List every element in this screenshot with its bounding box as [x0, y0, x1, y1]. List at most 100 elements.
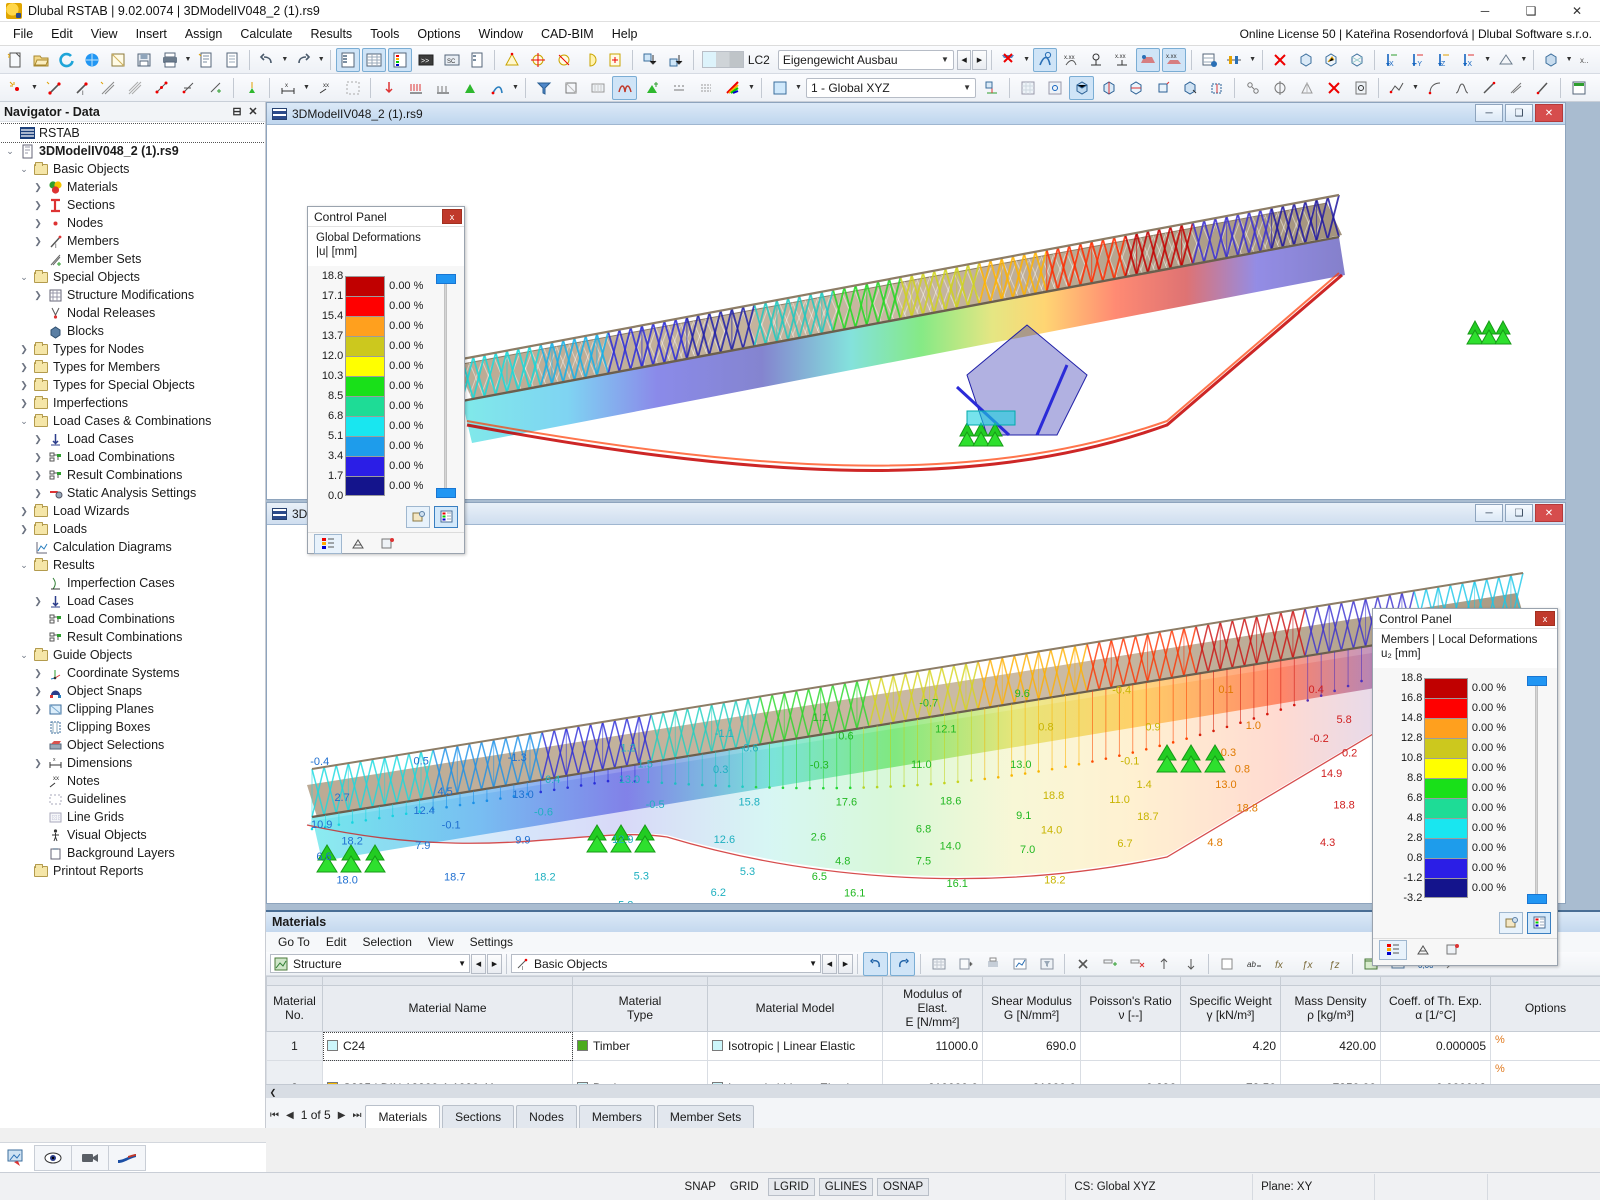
table-row[interactable]: 2S235 | DIN 18800-1:1990-11BasicIsotropi… — [267, 1061, 1600, 1086]
color-band[interactable] — [1424, 758, 1467, 778]
select-all-icon[interactable] — [1070, 952, 1095, 976]
result-slider-icon[interactable] — [1223, 48, 1247, 72]
note-icon[interactable]: xx — [313, 76, 338, 100]
table-tab-sections[interactable]: Sections — [442, 1105, 514, 1128]
redo-icon[interactable] — [291, 48, 315, 72]
control-panel-bottom-color-swatches[interactable] — [1424, 678, 1467, 904]
dimension-icon[interactable]: x — [275, 76, 300, 100]
pager-next-button[interactable]: ▶ — [338, 1110, 346, 1121]
cross-member-icon[interactable] — [1503, 76, 1528, 100]
support-up-icon[interactable] — [638, 48, 662, 72]
tree-item-load-cases-combinations[interactable]: ⌄ Load Cases & Combinations — [0, 412, 265, 430]
color-scale-dropdown-icon[interactable]: ▼ — [746, 76, 757, 100]
minimize-button[interactable]: ─ — [1462, 0, 1508, 22]
cell-mass-density[interactable]: 420.00 — [1281, 1032, 1381, 1061]
tree-item-clipping-planes[interactable]: ❯ Clipping Planes — [0, 700, 265, 718]
wireframe-view-icon[interactable] — [1345, 48, 1369, 72]
render-mode-2-icon[interactable] — [1096, 76, 1121, 100]
cell-shear-modulus[interactable]: 81000.0 — [983, 1061, 1081, 1086]
section-properties-icon[interactable] — [500, 48, 524, 72]
tree-twisty-icon[interactable]: ❯ — [30, 686, 46, 697]
tree-item-result-combinations[interactable]: Result Combinations — [0, 628, 265, 646]
show-hide-button[interactable] — [34, 1145, 72, 1171]
table-export-icon[interactable] — [953, 952, 978, 976]
reload-icon[interactable] — [55, 48, 79, 72]
new-model-icon[interactable] — [3, 48, 27, 72]
table-row[interactable]: 1 C24 Timber Isotropic | Linear Elastic 1100… — [267, 1032, 1600, 1061]
color-band[interactable] — [345, 456, 385, 476]
menu-item-edit[interactable]: Edit — [42, 24, 82, 44]
viewport-top-maximize-button[interactable]: ❑ — [1505, 104, 1533, 122]
table-horizontal-scrollbar[interactable]: ❮ — [266, 1084, 1600, 1098]
tree-twisty-icon[interactable]: ❯ — [30, 200, 46, 211]
tree-twisty-icon[interactable]: ❯ — [30, 488, 46, 499]
tree-twisty-icon[interactable]: ❯ — [16, 380, 32, 391]
table-tab-nodes[interactable]: Nodes — [516, 1105, 577, 1128]
text-format-icon[interactable]: ab — [1241, 952, 1266, 976]
print-icon[interactable] — [158, 48, 182, 72]
objects-combo[interactable]: I Basic Objects ▼ — [511, 954, 821, 973]
tree-twisty-icon[interactable]: ⌄ — [2, 146, 18, 157]
color-band[interactable] — [345, 396, 385, 416]
cell-material-model[interactable]: Isotropic | Linear Elastic — [708, 1061, 883, 1086]
render-mode-3-icon[interactable] — [1123, 76, 1148, 100]
table-menu-edit[interactable]: Edit — [318, 933, 355, 951]
model-info-icon[interactable] — [106, 48, 130, 72]
column-header[interactable]: Material Type — [573, 986, 708, 1032]
structure-combo[interactable]: Structure ▼ — [270, 954, 470, 973]
mirror-icon[interactable] — [1267, 76, 1292, 100]
tree-item-visual-objects[interactable]: Visual Objects — [0, 826, 265, 844]
grid-snap-icon[interactable] — [1015, 76, 1040, 100]
tree-item-load-combinations[interactable]: ❯ Load Combinations — [0, 448, 265, 466]
cell-thermal-expansion[interactable]: 0.000005 — [1381, 1032, 1491, 1061]
result-slider-dropdown-icon[interactable]: ▼ — [1247, 48, 1257, 72]
view-z-icon[interactable]: Z — [1432, 48, 1456, 72]
view-negative-x-icon[interactable]: -X — [1458, 48, 1482, 72]
tab-factors-icon[interactable] — [1409, 940, 1437, 960]
support-reaction-values-icon[interactable]: x.xx — [1110, 48, 1134, 72]
menu-item-cad-bim[interactable]: CAD-BIM — [532, 24, 603, 44]
redo-dropdown-icon[interactable]: ▼ — [316, 48, 326, 72]
tree-twisty-icon[interactable]: ❯ — [30, 452, 46, 463]
close-icon[interactable]: ✕ — [245, 105, 261, 118]
add-result-icon[interactable] — [639, 76, 664, 100]
add-section-icon[interactable] — [604, 48, 628, 72]
nodal-load-icon[interactable] — [376, 76, 401, 100]
percent-icon[interactable]: % — [1495, 1033, 1596, 1045]
slider-knob-top[interactable] — [1527, 676, 1547, 686]
free-load-dropdown-icon[interactable]: ▼ — [510, 76, 521, 100]
render-view-icon[interactable] — [1319, 48, 1343, 72]
open-model-icon[interactable] — [29, 48, 53, 72]
script-icon[interactable]: SC — [440, 48, 464, 72]
document-icon[interactable] — [220, 48, 244, 72]
table-chart-icon[interactable] — [1007, 952, 1032, 976]
new-member-set-icon[interactable] — [95, 76, 120, 100]
printout-report-icon[interactable] — [194, 48, 218, 72]
tree-twisty-icon[interactable]: ❯ — [16, 344, 32, 355]
tree-item-types-for-special-objects[interactable]: ❯ Types for Special Objects — [0, 376, 265, 394]
section-part-icon[interactable] — [578, 48, 602, 72]
table-menu-selection[interactable]: Selection — [355, 933, 420, 951]
tree-item-load-wizards[interactable]: ❯ Load Wizards — [0, 502, 265, 520]
tree-twisty-icon[interactable]: ❯ — [30, 290, 46, 301]
new-surface-icon[interactable] — [122, 76, 147, 100]
color-band[interactable] — [1424, 878, 1467, 898]
color-band[interactable] — [1424, 798, 1467, 818]
tree-item-object-selections[interactable]: Object Selections — [0, 736, 265, 754]
perspective-view-icon[interactable] — [1494, 48, 1518, 72]
arc-icon[interactable] — [1422, 76, 1447, 100]
tree-item-basic-objects[interactable]: ⌄ Basic Objects — [0, 160, 265, 178]
color-band[interactable] — [1424, 698, 1467, 718]
tree-twisty-icon[interactable]: ❯ — [30, 704, 46, 715]
delete-row-icon[interactable] — [1124, 952, 1149, 976]
tree-twisty-icon[interactable]: ❯ — [16, 524, 32, 535]
close-icon[interactable]: x — [442, 209, 462, 224]
color-band[interactable] — [1424, 778, 1467, 798]
tree-item-special-objects[interactable]: ⌄ Special Objects — [0, 268, 265, 286]
tree-twisty-icon[interactable]: ❯ — [30, 758, 46, 769]
rotate-section-icon[interactable] — [526, 48, 550, 72]
column-header[interactable]: Material Name — [323, 986, 573, 1032]
column-header[interactable]: Mass Density ρ [kg/m³] — [1281, 986, 1381, 1032]
color-band[interactable] — [1424, 818, 1467, 838]
viewport-top-minimize-button[interactable]: ─ — [1475, 104, 1503, 122]
